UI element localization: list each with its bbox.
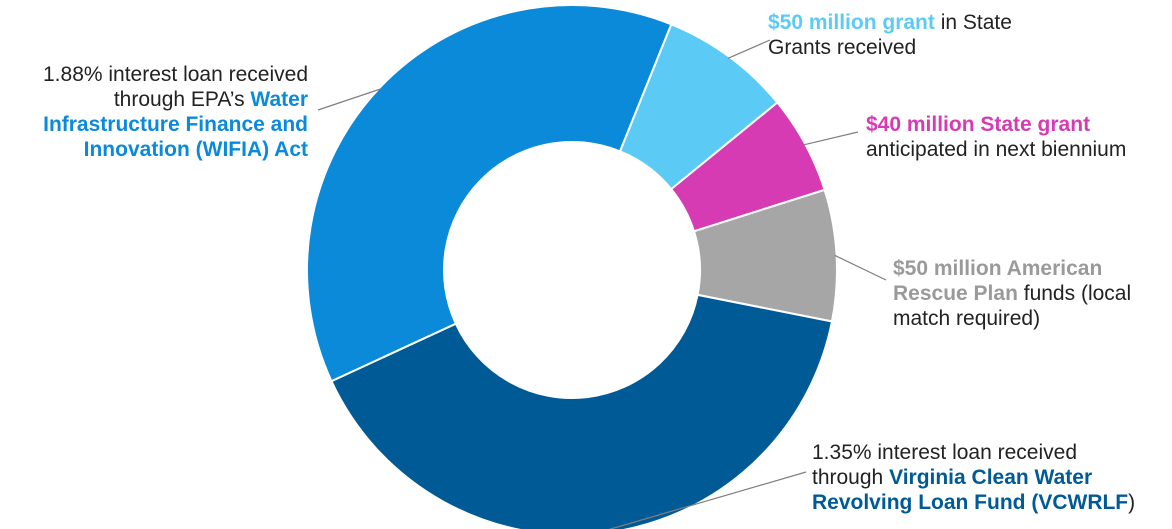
slice-wifia	[306, 4, 673, 383]
label-vcwrlf: 1.35% interest loan received through Vir…	[812, 440, 1152, 515]
leader-line-wifia	[317, 88, 382, 111]
label-state-grant-anticipated: $40 million State grant anticipated in n…	[866, 112, 1166, 162]
slice-vcwrlf	[330, 293, 834, 529]
leader-line-state-grant-anticipated	[803, 131, 859, 146]
label-wifia: 1.88% interest loan received through EPA…	[6, 62, 308, 162]
label-vcwrlf-prefix: 1.35% interest loan received through	[812, 441, 1077, 489]
leader-line-arp-funds	[834, 254, 887, 281]
label-vcwrlf-rest: )	[1128, 491, 1136, 514]
label-state-grants-bold: $50 million grant	[768, 11, 935, 34]
label-arp-funds-rest: funds (local match required)	[893, 282, 1132, 330]
leader-line-state-grants	[727, 39, 771, 59]
label-arp-funds: $50 million American Rescue Plan funds (…	[893, 256, 1163, 331]
label-state-grants-rest: in State Grants received	[768, 11, 1012, 59]
label-state-grant-anticipated-bold: $40 million State grant	[866, 113, 1091, 136]
label-vcwrlf-bold: Virginia Clean Water Revolving Loan Fund…	[812, 466, 1129, 514]
label-wifia-prefix: 1.88% interest loan received through EPA…	[43, 63, 308, 111]
leader-line-vcwrlf	[608, 471, 807, 529]
label-wifia-bold: Water Infrastructure Finance and Innovat…	[43, 88, 308, 161]
label-state-grant-anticipated-rest: anticipated in next biennium	[866, 138, 1127, 161]
label-arp-funds-bold: $50 million American Rescue Plan	[893, 257, 1103, 305]
label-state-grants: $50 million grant in State Grants receiv…	[768, 10, 1028, 60]
